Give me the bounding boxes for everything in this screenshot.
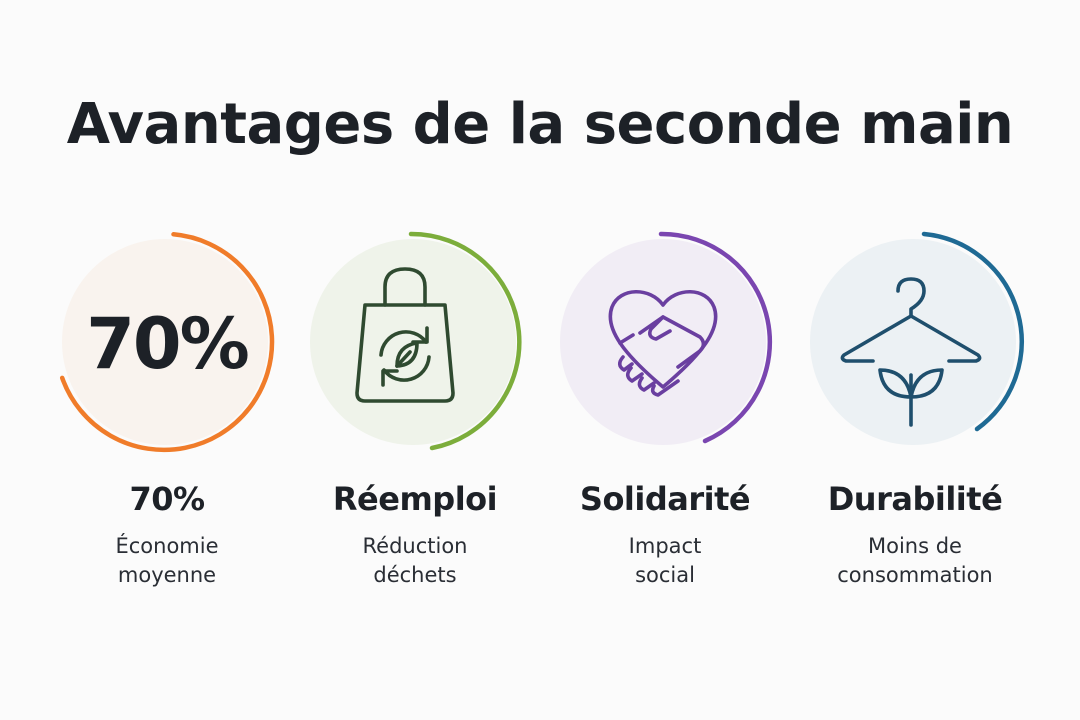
savings-percent-badge: 70% <box>86 303 250 385</box>
recycle-bag-icon <box>355 267 455 403</box>
progress-arc <box>658 231 773 444</box>
reuse-subtitle: Réduction déchets <box>362 534 468 587</box>
solidarity-subtitle: Impact social <box>628 534 702 587</box>
savings-title: 70% <box>129 480 205 518</box>
durability-card-circle <box>800 225 1030 465</box>
durability-title: Durabilité <box>827 480 1003 518</box>
page-title: Avantages de la seconde main <box>66 92 1014 157</box>
circle-fill <box>62 239 268 445</box>
durability-subtitle: Moins de consommation <box>837 534 993 587</box>
heart-handshake-icon <box>608 290 718 397</box>
savings-card-circle: 70% <box>52 225 282 465</box>
circle-fill <box>810 239 1016 445</box>
solidarity-title: Solidarité <box>579 480 751 518</box>
solidarity-card-circle <box>550 225 780 465</box>
progress-arc <box>408 231 522 451</box>
progress-arc <box>921 231 1024 432</box>
circle-fill <box>560 239 766 445</box>
hanger-sprout-icon <box>840 277 982 427</box>
reuse-card-circle <box>300 225 530 465</box>
savings-subtitle: Économie moyenne <box>115 534 219 587</box>
progress-arc <box>59 232 275 453</box>
reuse-title: Réemploi <box>332 480 498 518</box>
